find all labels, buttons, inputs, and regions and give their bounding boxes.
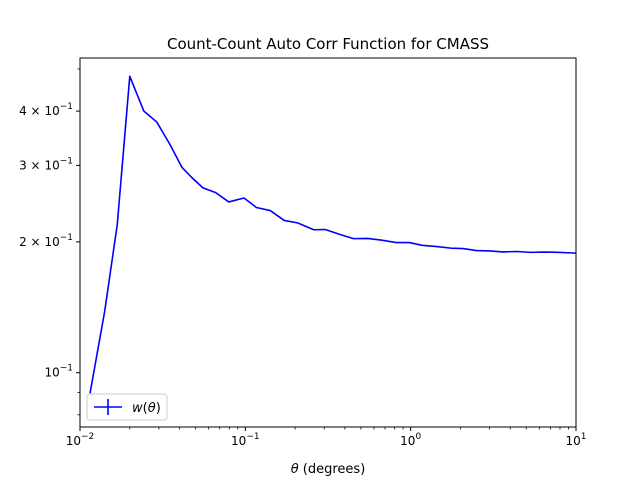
x-axis-label-symbol: θ (291, 462, 299, 477)
y-tick-label-mantissa: 4 × (19, 104, 44, 118)
legend-label-arg: θ (148, 401, 156, 416)
y-tick-label-exponent: −1 (60, 364, 73, 374)
x-axis-label: θ (degrees) (291, 462, 366, 477)
y-tick-label: 10−1 (44, 364, 73, 380)
y-tick-label: 3 × 10−1 (19, 156, 73, 172)
chart-title: Count-Count Auto Corr Function for CMASS (167, 35, 489, 53)
x-tick-label: 101 (565, 432, 586, 448)
y-tick-label: 4 × 10−1 (19, 102, 73, 118)
x-tick-label: 10−1 (231, 432, 260, 448)
y-tick-label-base: 10 (44, 235, 59, 249)
x-axis-label-text: (degrees) (299, 462, 366, 477)
legend-label-close-paren: ) (156, 401, 161, 416)
y-tick-label-exponent: −1 (60, 156, 73, 166)
x-tick-label-exponent: 1 (581, 432, 587, 442)
y-tick-label: 2 × 10−1 (19, 233, 73, 249)
y-tick-label-exponent: −1 (60, 102, 73, 112)
series-line-w-theta (89, 75, 577, 394)
legend: w(θ) (86, 393, 168, 421)
x-tick-label-base: 10 (565, 434, 580, 448)
x-tick-label: 100 (400, 432, 421, 448)
y-tick-label-mantissa: 2 × (19, 235, 44, 249)
x-tick-label-exponent: −2 (81, 432, 94, 442)
x-tick-label: 10−2 (66, 432, 95, 448)
legend-box (86, 393, 168, 421)
plot-frame (79, 57, 577, 428)
y-tick-label-base: 10 (44, 104, 59, 118)
x-tick-label-base: 10 (400, 434, 415, 448)
legend-label-func: w (132, 401, 143, 416)
legend-label-open-paren: ( (143, 401, 148, 416)
x-tick-label-base: 10 (66, 434, 81, 448)
marks-layer (89, 75, 577, 394)
x-tick-label-exponent: 0 (415, 432, 421, 442)
x-tick-label-exponent: −1 (246, 432, 259, 442)
y-tick-label-base: 10 (44, 366, 59, 380)
y-tick-label-base: 10 (44, 158, 59, 172)
x-tick-label-base: 10 (231, 434, 246, 448)
y-tick-label-mantissa: 3 × (19, 158, 44, 172)
legend-label: w(θ) (132, 401, 161, 416)
y-tick-label-exponent: −1 (60, 233, 73, 243)
